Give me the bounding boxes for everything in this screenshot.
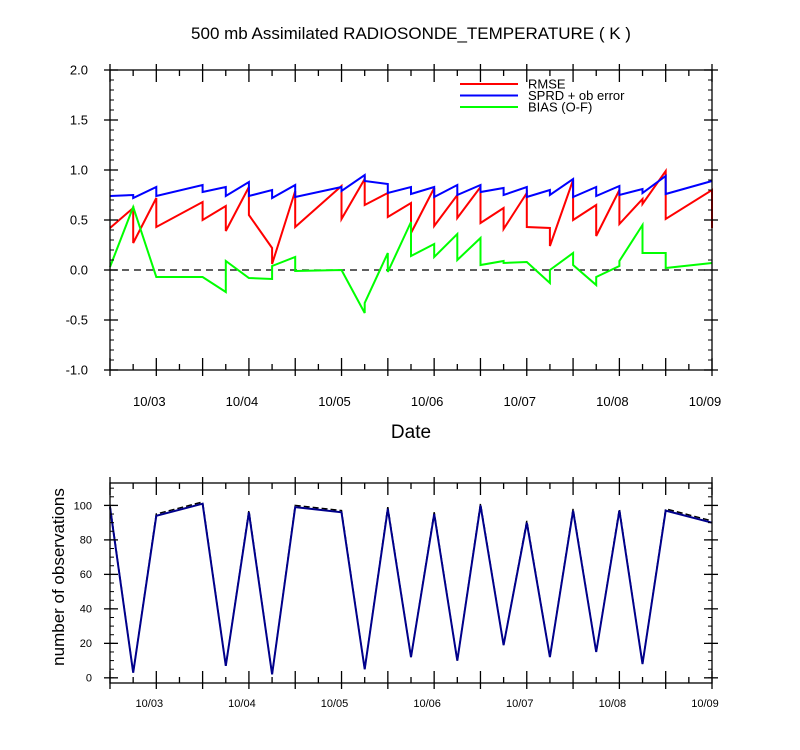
x-tick-label: 10/03 (133, 394, 166, 409)
series-line-1 (110, 175, 712, 198)
series-line-1 (110, 504, 712, 675)
x-tick-label: 10/04 (228, 698, 256, 710)
x-tick-label: 10/08 (599, 698, 627, 710)
figure: 500 mb Assimilated RADIOSONDE_TEMPERATUR… (0, 0, 800, 750)
y-tick-label: -0.5 (66, 313, 88, 328)
x-tick-label: 10/04 (226, 394, 259, 409)
y-tick-label: 60 (80, 569, 92, 581)
series-group (110, 502, 712, 674)
chart-title: 500 mb Assimilated RADIOSONDE_TEMPERATUR… (191, 24, 631, 43)
x-tick-label: 10/09 (691, 698, 719, 710)
y-tick-label: 0 (86, 673, 92, 685)
x-tick-label: 10/06 (413, 698, 441, 710)
bottom-chart: number of observations 0 20 40 60 80 100 10/03… (49, 477, 719, 710)
y-axis-label: number of observations (49, 488, 68, 666)
y-tick-label: 1.0 (70, 163, 88, 178)
x-tick-label: 10/05 (321, 698, 349, 710)
x-tick-label: 10/06 (411, 394, 444, 409)
y-tick-label: 100 (74, 500, 92, 512)
y-tick-label: -1.0 (66, 363, 88, 378)
x-tick-label: 10/09 (689, 394, 722, 409)
y-tick-label: 0.5 (70, 213, 88, 228)
x-tick-label: 10/05 (318, 394, 351, 409)
x-axis-label: Date (391, 422, 431, 443)
x-tick-label: 10/03 (136, 698, 164, 710)
y-tick-label: 2.0 (70, 63, 88, 78)
y-tick-label: 80 (80, 535, 92, 547)
y-tick-label: 1.5 (70, 113, 88, 128)
y-tick-label: 40 (80, 604, 92, 616)
series-group (110, 171, 712, 313)
axes-group: -1.0 -0.5 0.0 0.5 1.0 1.5 2.0 10/03 10/04 10/05 10… (66, 63, 722, 409)
legend-label-2: BIAS (O-F) (528, 100, 592, 115)
x-tick-label: 10/07 (503, 394, 536, 409)
y-tick-label: 0.0 (70, 263, 88, 278)
y-tick-label: 20 (80, 638, 92, 650)
x-tick-label: 10/07 (506, 698, 534, 710)
x-tick-label: 10/08 (596, 394, 629, 409)
top-chart: 500 mb Assimilated RADIOSONDE_TEMPERATUR… (66, 24, 722, 443)
